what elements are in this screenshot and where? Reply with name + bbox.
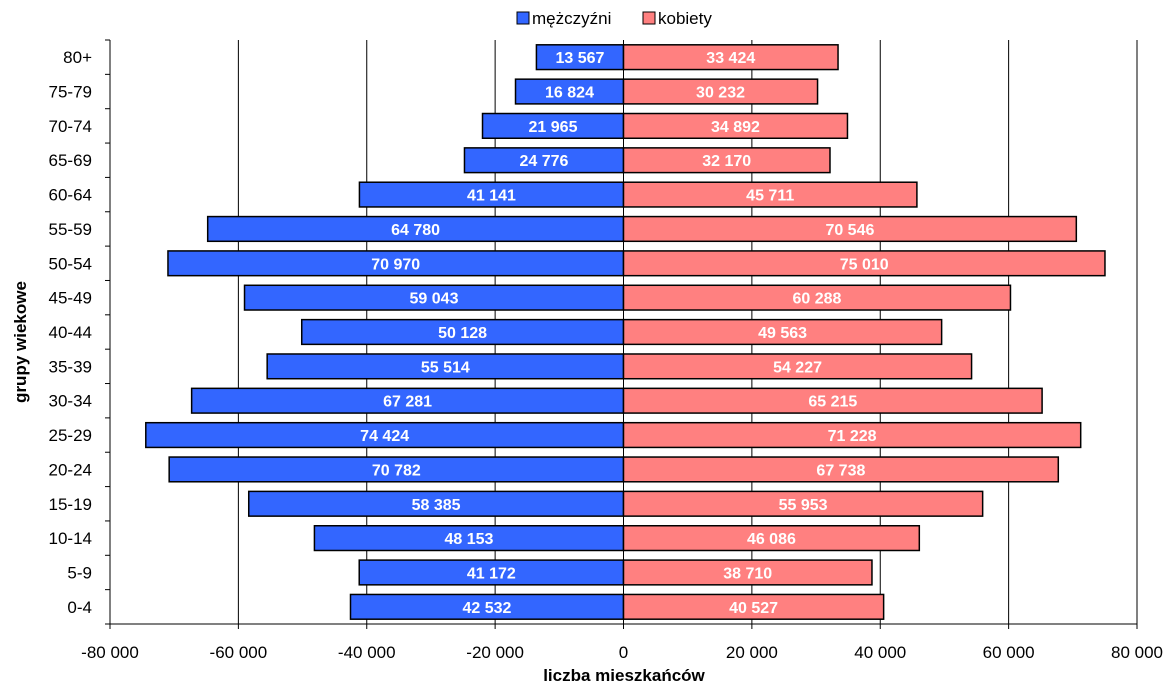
data-label-women: 46 086 [747, 531, 796, 548]
data-label-women: 65 215 [808, 394, 857, 411]
data-label-women: 75 010 [840, 256, 889, 273]
bar-men [190, 387, 625, 414]
bar-women [622, 593, 885, 620]
x-tick-label: 0 [619, 643, 628, 662]
y-tick-label: 5-9 [67, 563, 92, 582]
data-label-men: 74 424 [360, 428, 409, 445]
bar-women [622, 284, 1012, 311]
x-tick-label: 20 000 [726, 643, 778, 662]
x-tick-label: -80 000 [81, 643, 139, 662]
bar-women [622, 181, 918, 208]
data-label-women: 71 228 [828, 428, 877, 445]
data-label-men: 48 153 [444, 531, 493, 548]
data-label-men: 55 514 [421, 359, 470, 376]
data-label-men: 24 776 [520, 153, 569, 170]
data-labels: 13 567 16 824 21 965 24 776 41 141 64 780 70 9… [360, 40, 889, 624]
x-tick-label: -40 000 [338, 643, 396, 662]
x-tick-label: 60 000 [983, 643, 1035, 662]
y-tick-label: 30-34 [49, 392, 92, 411]
data-label-women: 32 170 [702, 153, 751, 170]
y-tick-label: 75-79 [49, 83, 92, 102]
bar-women [622, 387, 1043, 414]
data-label-women: 49 563 [758, 325, 807, 342]
bar-men [514, 78, 625, 105]
data-label-men: 50 128 [438, 325, 487, 342]
y-tick-label: 60-64 [49, 186, 92, 205]
y-tick-label: 40-44 [49, 323, 92, 342]
y-tick-label: 25-29 [49, 426, 92, 445]
bar-women [622, 215, 1078, 243]
bar-men [358, 559, 625, 586]
y-tick-label: 70-74 [49, 117, 92, 136]
data-label-men: 41 141 [467, 188, 516, 205]
y-tick-label: 80+ [63, 48, 92, 67]
axes: -80 000 -60 000 -40 000 -20 000 0 20 000 40 00… [49, 39, 1163, 662]
data-label-men: 13 567 [555, 50, 604, 67]
bar-men [168, 456, 625, 483]
bar-men [300, 318, 625, 346]
data-label-men: 21 965 [529, 119, 578, 136]
bars [145, 44, 1106, 620]
bar-women [622, 44, 839, 71]
data-label-women: 60 288 [793, 291, 842, 308]
data-label-men: 42 532 [463, 600, 512, 617]
bar-men [167, 250, 625, 277]
bar-men [313, 525, 625, 552]
data-label-men: 64 780 [391, 222, 440, 239]
x-axis-title: liczba mieszkańców [543, 666, 705, 685]
data-label-men: 67 281 [383, 394, 432, 411]
y-tick-label: 10-14 [49, 529, 92, 548]
bar-men [243, 284, 625, 311]
bar-women [622, 147, 831, 174]
bar-women [622, 353, 973, 380]
data-label-women: 45 711 [746, 188, 794, 205]
data-label-women: 40 527 [729, 600, 778, 617]
data-label-women: 70 546 [825, 222, 874, 239]
data-label-men: 70 782 [372, 462, 421, 479]
bar-women [622, 456, 1060, 483]
bar-men [349, 593, 625, 620]
y-tick-label: 35-39 [49, 357, 92, 376]
bar-men [247, 490, 625, 517]
data-label-men: 41 172 [467, 565, 516, 582]
bar-men [535, 44, 625, 71]
bar-men [145, 421, 625, 449]
bar-women [622, 525, 921, 552]
data-label-women: 34 892 [711, 119, 760, 136]
data-label-women: 33 424 [706, 50, 755, 67]
x-tick-label: 40 000 [854, 643, 906, 662]
y-axis-title: grupy wiekowe [11, 281, 30, 403]
x-tick-label: -60 000 [210, 643, 268, 662]
bar-women [622, 559, 873, 586]
y-tick-label: 65-69 [49, 151, 92, 170]
y-tick-label: 15-19 [49, 495, 92, 514]
bar-women [622, 78, 819, 105]
x-tick-label: -20 000 [466, 643, 524, 662]
data-label-men: 59 043 [410, 291, 459, 308]
y-tick-label: 20-24 [49, 460, 92, 479]
data-label-women: 38 710 [723, 565, 772, 582]
x-tick-label: 80 000 [1111, 643, 1163, 662]
y-tick-label: 55-59 [49, 220, 92, 239]
legend-swatch-men [516, 11, 530, 25]
legend: mężczyźni kobiety [516, 9, 712, 28]
bar-women [622, 490, 984, 517]
legend-label-men: mężczyźni [532, 9, 611, 28]
data-label-men: 58 385 [412, 497, 461, 514]
y-tick-label: 45-49 [49, 289, 92, 308]
bar-men [206, 215, 625, 243]
data-label-men: 70 970 [371, 256, 420, 273]
data-label-women: 30 232 [696, 85, 745, 102]
data-label-women: 67 738 [816, 462, 865, 479]
data-label-women: 54 227 [773, 359, 822, 376]
y-tick-label: 50-54 [49, 254, 92, 273]
legend-label-women: kobiety [658, 9, 712, 28]
legend-swatch-women [642, 11, 656, 25]
y-tick-label: 0-4 [67, 598, 92, 617]
data-label-women: 55 953 [779, 497, 828, 514]
data-label-men: 16 824 [545, 85, 594, 102]
